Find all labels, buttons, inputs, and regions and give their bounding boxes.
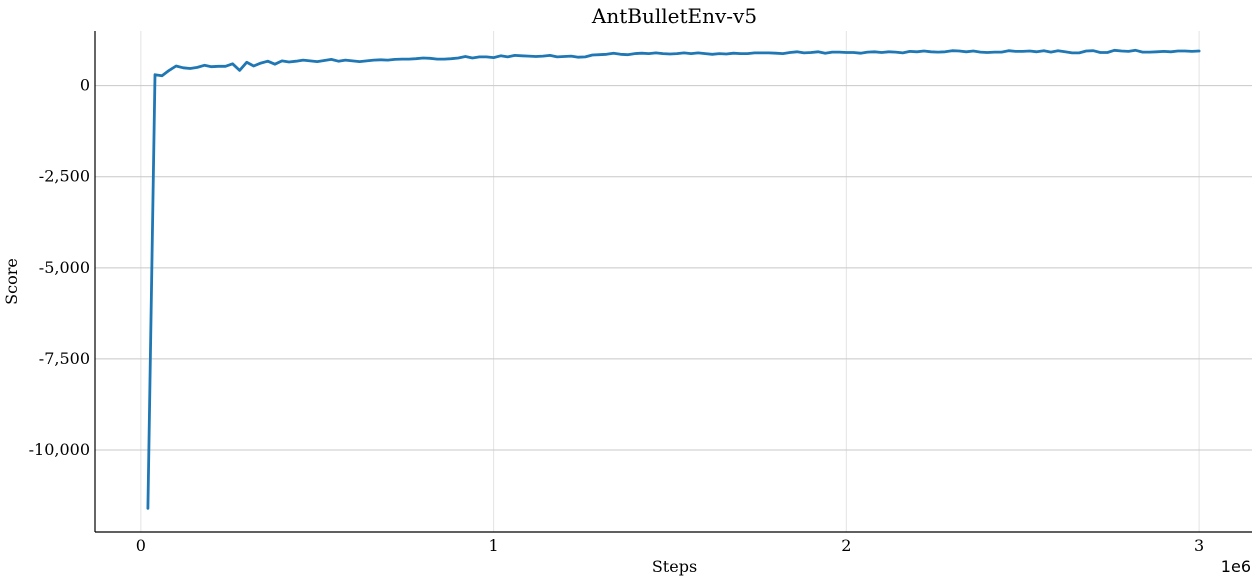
y-tick-label: -7,500 [39,349,90,368]
series-layer [146,48,1201,510]
y-tick-label: -2,500 [39,167,90,186]
x-tick-label: 0 [136,536,146,555]
grid-layer [95,31,1252,532]
y-axis-label: Score [2,258,21,305]
axes-layer [94,31,1252,533]
x-tick-label: 1 [489,536,499,555]
x-axis-offset-label: 1e6 [1221,557,1251,576]
y-tick-label: -5,000 [39,258,90,277]
series-line [146,48,1201,510]
chart-title: AntBulletEnv-v5 [591,4,757,28]
tick-layer: 0 1 2 3 0 -2,500 -5,000 -7,500 -10,000 [29,76,1205,555]
x-axis-label: Steps [652,557,697,576]
y-tick-label: 0 [80,76,90,95]
x-tick-label: 2 [841,536,851,555]
y-tick-label: -10,000 [29,440,90,459]
x-tick-label: 3 [1194,536,1204,555]
